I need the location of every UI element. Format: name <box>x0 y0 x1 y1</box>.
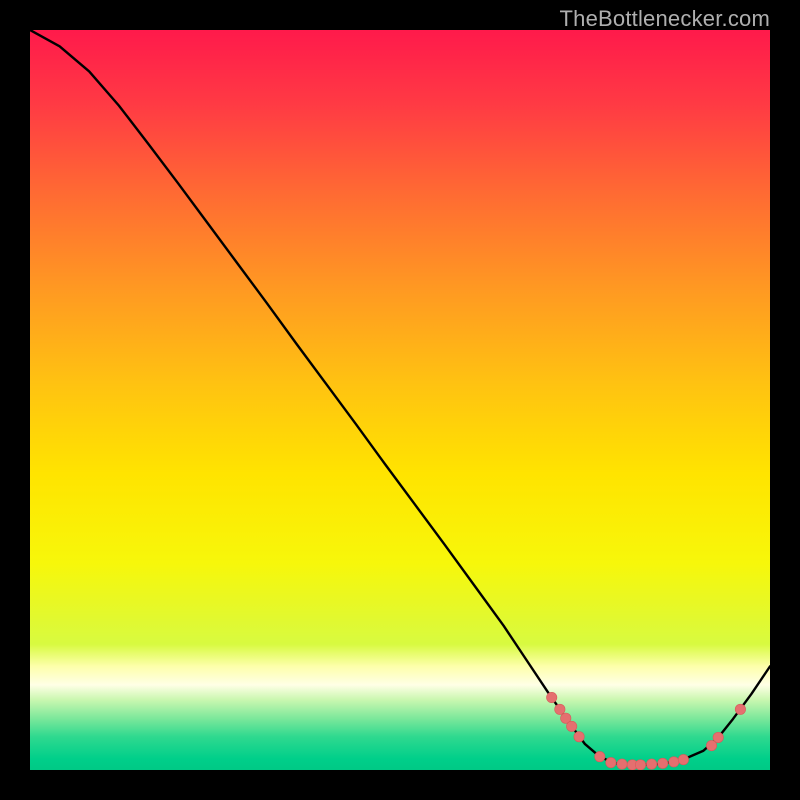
chart-container <box>30 30 770 770</box>
data-marker <box>574 732 584 742</box>
data-marker <box>595 751 605 761</box>
data-marker <box>735 704 745 714</box>
watermark-text: TheBottlenecker.com <box>560 6 770 32</box>
chart-background <box>30 30 770 770</box>
data-marker <box>669 757 679 767</box>
data-marker <box>646 759 656 769</box>
bottleneck-chart <box>30 30 770 770</box>
data-marker <box>547 692 557 702</box>
data-marker <box>566 721 576 731</box>
data-marker <box>678 754 688 764</box>
data-marker <box>658 758 668 768</box>
data-marker <box>635 760 645 770</box>
data-marker <box>606 757 616 767</box>
data-marker <box>713 732 723 742</box>
data-marker <box>617 759 627 769</box>
data-marker <box>555 704 565 714</box>
